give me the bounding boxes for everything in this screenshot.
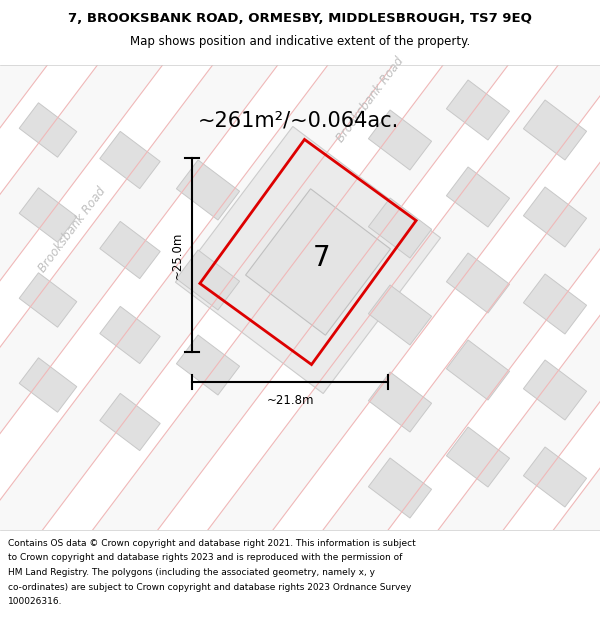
Polygon shape [368, 285, 431, 345]
Polygon shape [125, 0, 600, 625]
Polygon shape [523, 447, 587, 507]
Polygon shape [100, 131, 160, 189]
Text: 7, BROOKSBANK ROAD, ORMESBY, MIDDLESBROUGH, TS7 9EQ: 7, BROOKSBANK ROAD, ORMESBY, MIDDLESBROU… [68, 12, 532, 26]
Text: to Crown copyright and database rights 2023 and is reproduced with the permissio: to Crown copyright and database rights 2… [8, 554, 403, 562]
Polygon shape [0, 0, 548, 625]
Text: Brooksbank Road: Brooksbank Road [36, 185, 108, 275]
Polygon shape [523, 360, 587, 420]
Text: co-ordinates) are subject to Crown copyright and database rights 2023 Ordnance S: co-ordinates) are subject to Crown copyr… [8, 582, 412, 591]
Text: Map shows position and indicative extent of the property.: Map shows position and indicative extent… [130, 34, 470, 48]
Polygon shape [176, 160, 239, 220]
Polygon shape [19, 357, 77, 412]
Polygon shape [346, 160, 600, 625]
Polygon shape [523, 187, 587, 247]
Text: 7: 7 [313, 244, 331, 272]
Polygon shape [100, 306, 160, 364]
Polygon shape [19, 102, 77, 158]
Polygon shape [100, 221, 160, 279]
Polygon shape [446, 427, 509, 487]
Polygon shape [368, 198, 431, 258]
Polygon shape [245, 189, 391, 335]
Polygon shape [523, 100, 587, 160]
Polygon shape [176, 335, 239, 395]
Polygon shape [368, 110, 431, 170]
Polygon shape [0, 0, 401, 547]
Polygon shape [0, 0, 181, 381]
Polygon shape [446, 253, 509, 313]
Polygon shape [0, 0, 328, 491]
Polygon shape [176, 250, 239, 310]
Polygon shape [19, 272, 77, 328]
Polygon shape [199, 49, 600, 625]
Polygon shape [0, 0, 475, 602]
Polygon shape [0, 0, 254, 436]
Polygon shape [0, 0, 107, 326]
Text: ~261m²/~0.064ac.: ~261m²/~0.064ac. [197, 110, 398, 130]
Text: HM Land Registry. The polygons (including the associated geometry, namely x, y: HM Land Registry. The polygons (includin… [8, 568, 375, 577]
Polygon shape [272, 104, 600, 625]
Polygon shape [368, 372, 431, 432]
Text: ~21.8m: ~21.8m [266, 394, 314, 406]
Polygon shape [19, 188, 77, 242]
Polygon shape [175, 126, 440, 394]
Polygon shape [523, 274, 587, 334]
Text: Contains OS data © Crown copyright and database right 2021. This information is : Contains OS data © Crown copyright and d… [8, 539, 416, 548]
Polygon shape [52, 0, 600, 625]
Polygon shape [446, 80, 509, 140]
Polygon shape [368, 458, 431, 518]
Text: ~25.0m: ~25.0m [170, 231, 184, 279]
Polygon shape [446, 167, 509, 227]
Text: Brooksbank Road: Brooksbank Road [334, 55, 406, 145]
Polygon shape [100, 393, 160, 451]
Polygon shape [446, 340, 509, 400]
Text: 100026316.: 100026316. [8, 597, 62, 606]
